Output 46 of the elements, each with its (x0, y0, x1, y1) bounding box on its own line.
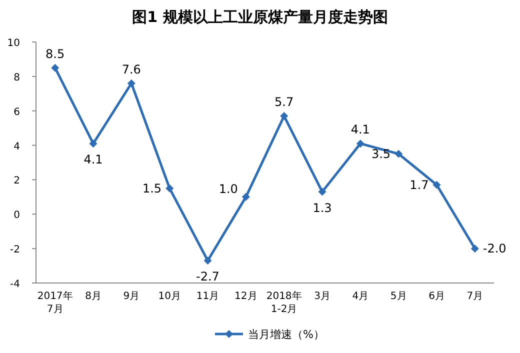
y-tick-label: -2 (10, 244, 20, 256)
y-tick-label: -4 (10, 279, 20, 290)
y-tick-label: 0 (14, 210, 20, 222)
x-tick-label: 11月 (196, 291, 220, 302)
data-label: 1.7 (410, 178, 429, 192)
data-label: 1.0 (218, 182, 238, 196)
x-tick-label: 8月 (85, 291, 102, 302)
data-label: 8.5 (46, 46, 65, 61)
point (470, 244, 479, 253)
y-tick-label: 10 (7, 38, 20, 49)
point (356, 140, 364, 148)
x-tick-label: 2017年7月 (37, 290, 73, 315)
y-tick-label: 8 (14, 72, 20, 84)
point (280, 112, 288, 120)
x-tick-label: 3月 (314, 291, 330, 302)
data-label: 1.5 (142, 181, 162, 196)
x-tick-label: 5月 (390, 291, 407, 302)
y-tick-label: 4 (14, 141, 20, 152)
x-tick-label: 12月 (234, 291, 258, 302)
x-tick-label: 4月 (352, 291, 369, 302)
legend-label: 当月增速（%） (248, 328, 324, 341)
point (89, 140, 98, 148)
x-tick-label: 2018年1-2月 (266, 290, 302, 315)
data-label: 4.1 (84, 152, 103, 167)
x-tick-label: 7月 (466, 291, 484, 302)
point (127, 79, 136, 88)
x-tick-label: 6月 (428, 291, 445, 302)
x-tick-label: 9月 (123, 291, 140, 302)
data-label: 1.3 (312, 200, 332, 215)
point (394, 150, 403, 158)
point (166, 184, 174, 192)
data-label: 5.7 (274, 95, 294, 110)
data-label: -2.7 (196, 270, 220, 284)
data-label: 4.1 (350, 122, 370, 137)
data-label: 3.5 (371, 146, 391, 161)
point (51, 64, 60, 72)
point (242, 192, 250, 201)
y-tick-label: 6 (14, 106, 20, 118)
data-label: 7.6 (122, 62, 141, 76)
y-tick-label: 2 (14, 176, 20, 187)
data-label: -2.0 (482, 242, 506, 256)
point (204, 256, 212, 265)
chart-title: 图1 规模以上工业原煤产量月度走势图 (132, 8, 388, 26)
point (432, 180, 441, 189)
point (318, 188, 326, 196)
x-tick-label: 10月 (158, 291, 181, 302)
